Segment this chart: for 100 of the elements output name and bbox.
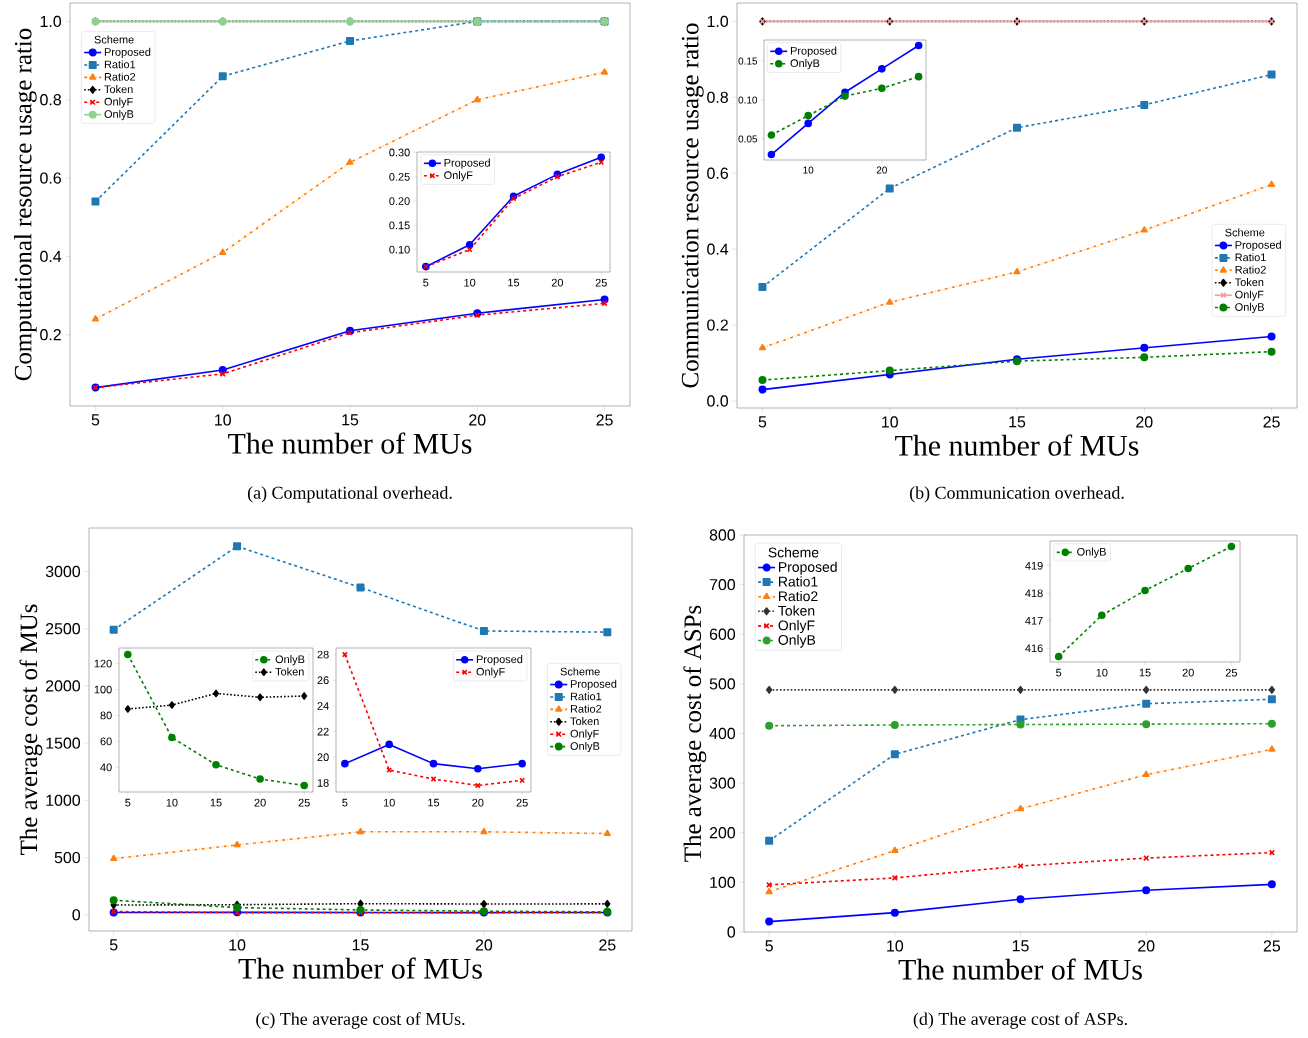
legend-label: Ratio1 (779, 576, 818, 587)
legend-label: OnlyF (1235, 290, 1264, 301)
x-tick-label: 10 (215, 414, 231, 426)
x-tick-label: 25 (1263, 416, 1280, 428)
x-tick-label: 15 (1139, 668, 1151, 677)
y-tick-label: 0.2 (707, 319, 728, 331)
y-axis-title: Computational resource usage ratio (14, 28, 37, 381)
x-tick-label: 10 (464, 278, 476, 287)
legend-label: OnlyF (570, 729, 599, 740)
y-tick-label: 700 (709, 579, 736, 591)
legend-label: OnlyF (476, 667, 505, 678)
text: (b) Communication overhead. (909, 486, 1124, 503)
legend-label: OnlyF (444, 171, 473, 182)
y-tick-label: 0 (727, 926, 736, 938)
y-tick-label: 0.20 (389, 197, 410, 205)
x-tick-label: 25 (596, 414, 613, 426)
legend-label: Ratio2 (570, 704, 602, 713)
x-tick-label: 20 (1182, 668, 1194, 677)
y-tick-label: 0.0 (707, 395, 729, 407)
legend-label: OnlyB (778, 634, 816, 648)
legend-label: Proposed (1235, 240, 1281, 251)
y-tick-label: 2000 (46, 680, 81, 692)
legend-label: Token (104, 85, 133, 94)
legend-label: Token (275, 667, 304, 676)
x-tick-label: 5 (423, 278, 429, 287)
y-tick-label: 200 (709, 827, 736, 839)
y-tick-label: 419 (1025, 561, 1043, 570)
text: (d) The average cost of ASPs. (913, 1012, 1127, 1029)
x-tick-label: 15 (210, 798, 222, 807)
x-tick-label: 10 (887, 940, 904, 952)
y-tick-label: 24 (317, 702, 329, 710)
y-tick-label: 80 (100, 711, 112, 720)
x-tick-label: 25 (516, 798, 528, 807)
y-tick-label: 0.05 (738, 135, 758, 143)
y-tick-label: 416 (1025, 644, 1043, 653)
legend-label: OnlyB (570, 741, 600, 753)
legend-label: OnlyF (778, 620, 815, 634)
x-tick-label: 15 (508, 278, 520, 287)
text: (c) The average cost of MUs. (256, 1012, 465, 1029)
y-tick-label: 0.4 (40, 250, 62, 263)
x-tick-label: 5 (125, 798, 131, 807)
x-tick-label: 5 (91, 414, 100, 426)
y-tick-label: 120 (94, 659, 112, 668)
x-tick-label: 15 (428, 798, 440, 807)
x-tick-label: 10 (383, 798, 395, 807)
x-tick-label: 15 (342, 414, 359, 426)
y-tick-label: 1.0 (40, 15, 62, 28)
legend-label: Proposed (790, 46, 837, 57)
x-tick-label: 20 (475, 939, 493, 951)
x-axis-title: The number of MUs (238, 957, 482, 979)
y-tick-label: 100 (94, 685, 112, 694)
y-tick-label: 0 (72, 909, 81, 921)
y-axis-title: The average cost of ASPs (683, 605, 707, 862)
x-tick-label: 20 (254, 798, 266, 807)
x-tick-label: 20 (1138, 940, 1155, 952)
x-tick-label: 20 (469, 414, 486, 426)
legend-label: Ratio2 (104, 72, 136, 81)
x-tick-label: 25 (595, 278, 607, 287)
y-tick-label: 2500 (46, 623, 81, 635)
legend-label: Token (1234, 278, 1264, 287)
legend-label: OnlyB (790, 59, 820, 70)
y-tick-label: 600 (709, 628, 736, 640)
y-tick-label: 0.15 (389, 221, 410, 230)
y-tick-label: 0.10 (738, 96, 758, 104)
legend-label: Proposed (104, 47, 151, 59)
y-tick-label: 0.25 (389, 172, 410, 181)
y-tick-label: 1500 (46, 737, 81, 749)
legend-label: Ratio1 (570, 692, 602, 701)
y-tick-label: 22 (317, 727, 329, 736)
x-tick-label: 5 (342, 798, 348, 807)
y-axis-title: Communication resource usage ratio (681, 23, 704, 388)
x-tick-label: 5 (109, 939, 118, 951)
x-tick-label: 20 (472, 798, 484, 807)
legend-label: OnlyB (1077, 547, 1106, 558)
x-tick-label: 25 (298, 798, 310, 807)
y-tick-label: 400 (709, 727, 736, 740)
y-tick-label: 0.8 (707, 91, 728, 103)
y-tick-label: 60 (100, 737, 112, 746)
y-tick-label: 0.2 (40, 329, 61, 341)
y-tick-label: 18 (317, 779, 329, 787)
legend-label: OnlyB (1235, 302, 1264, 314)
y-tick-label: 100 (710, 876, 736, 889)
x-tick-label: 15 (1009, 416, 1026, 428)
x-tick-label: 25 (1263, 940, 1281, 952)
x-tick-label: 5 (765, 940, 773, 952)
legend-label: OnlyB (275, 655, 305, 666)
x-axis-title: The number of MUs (228, 432, 472, 454)
text: (a) Computational overhead. (247, 486, 452, 503)
x-tick-label: 10 (882, 416, 898, 428)
y-tick-label: 3000 (45, 565, 81, 578)
legend-label: Proposed (476, 655, 523, 666)
x-tick-label: 25 (1225, 668, 1237, 677)
legend-title: Scheme (560, 667, 600, 676)
y-tick-label: 0.15 (738, 57, 758, 65)
legend-label: Ratio2 (779, 590, 818, 602)
y-tick-label: 0.6 (707, 167, 728, 179)
y-tick-label: 0.30 (389, 148, 410, 157)
x-tick-label: 20 (1136, 416, 1153, 428)
legend-label: Proposed (779, 561, 837, 575)
y-tick-label: 28 (317, 650, 329, 659)
